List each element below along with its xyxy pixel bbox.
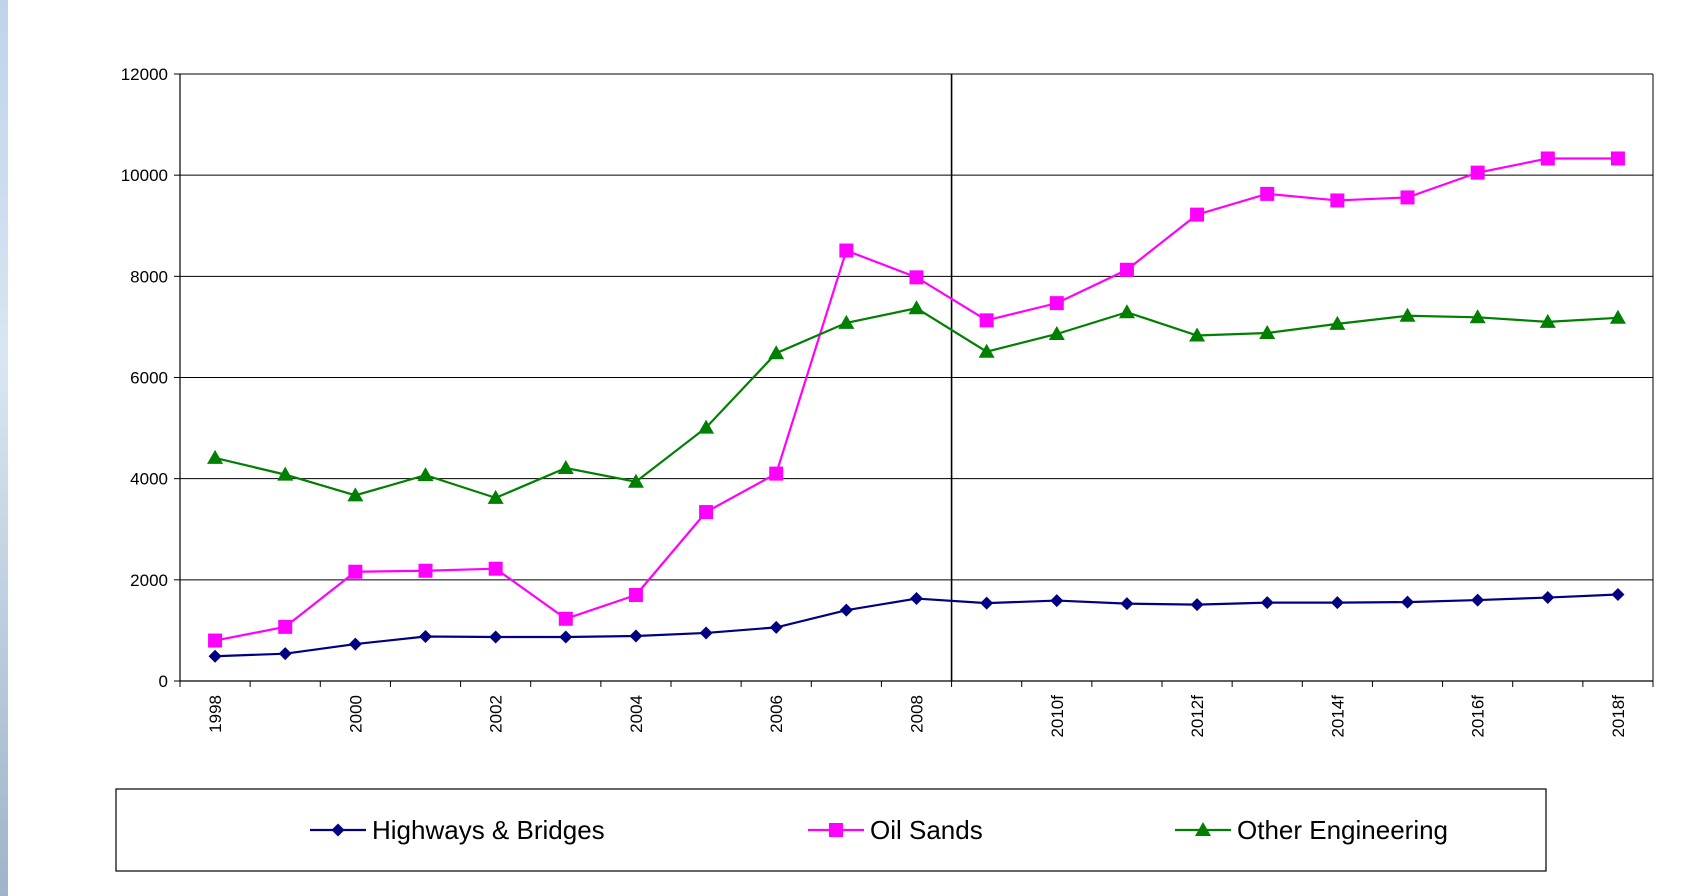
point-other-engineering-2005: [698, 419, 715, 434]
point-other-engineering-2003: [557, 460, 574, 475]
y-tick-label-10000: 10000: [121, 166, 168, 185]
legend-marker-highways-bridges: [331, 823, 345, 837]
x-tick-label-2018f: 2018f: [1609, 695, 1628, 738]
point-highways-bridges-2003: [559, 630, 573, 644]
y-tick-label-2000: 2000: [130, 571, 168, 590]
point-highways-bridges-2009f: [980, 596, 994, 610]
x-tick-label-2008: 2008: [908, 695, 927, 733]
x-tick-label-2006: 2006: [767, 695, 786, 733]
point-other-engineering-2001: [417, 467, 434, 482]
point-highways-bridges-2001: [419, 629, 432, 643]
point-other-engineering-2002: [487, 489, 504, 504]
y-tick-label-4000: 4000: [130, 470, 168, 489]
point-highways-bridges-1998: [208, 649, 222, 663]
point-oil-sands-2003: [558, 611, 573, 626]
point-highways-bridges-2010f: [1050, 594, 1064, 608]
point-oil-sands-2011f: [1119, 262, 1134, 277]
point-highways-bridges-2005: [699, 626, 713, 640]
point-other-engineering-1998: [207, 449, 224, 464]
x-tick-label-2012f: 2012f: [1188, 695, 1207, 738]
point-highways-bridges-2016f: [1471, 593, 1485, 607]
point-oil-sands-2017f: [1540, 151, 1555, 166]
point-other-engineering-2009f: [978, 343, 995, 358]
point-oil-sands-1999: [278, 619, 293, 634]
legend-label-other-engineering: Other Engineering: [1237, 815, 1448, 845]
point-oil-sands-2006: [769, 466, 784, 481]
point-other-engineering-2004: [627, 473, 644, 488]
point-oil-sands-2008: [909, 270, 924, 285]
x-tick-label-2010f: 2010f: [1048, 695, 1067, 738]
x-tick-label-2002: 2002: [487, 695, 506, 733]
y-tick-label-12000: 12000: [121, 65, 168, 84]
legend-label-oil-sands: Oil Sands: [870, 815, 983, 845]
point-highways-bridges-1999: [278, 647, 292, 661]
point-other-engineering-2000: [347, 487, 364, 502]
point-oil-sands-2007: [839, 243, 854, 258]
point-oil-sands-2002: [488, 561, 503, 576]
point-oil-sands-2000: [348, 564, 363, 579]
point-highways-bridges-2015f: [1401, 595, 1414, 609]
point-highways-bridges-2014f: [1330, 596, 1344, 610]
point-highways-bridges-2011f: [1120, 597, 1134, 611]
point-highways-bridges-2000: [348, 637, 362, 651]
point-other-engineering-2013f: [1259, 324, 1276, 339]
axes: 0 2000 4000 6000 8000 10000 12000 1998 2000 2002 2…: [121, 65, 1654, 738]
y-tick-label-6000: 6000: [130, 369, 168, 388]
point-highways-bridges-2002: [489, 630, 503, 644]
point-highways-bridges-2007: [839, 603, 853, 617]
point-highways-bridges-2006: [769, 620, 783, 634]
series-markers: [207, 151, 1626, 663]
point-other-engineering-2012f: [1189, 327, 1206, 342]
legend-marker-other-engineering: [1195, 822, 1211, 836]
legend: Highways & Bridges Oil Sands Other Enginee…: [115, 788, 1547, 872]
point-other-engineering-2018f: [1609, 309, 1626, 324]
point-oil-sands-2018f: [1610, 151, 1625, 166]
point-highways-bridges-2012f: [1190, 598, 1204, 612]
point-other-engineering-2016f: [1469, 309, 1486, 324]
point-other-engineering-2008: [908, 300, 925, 315]
grid-lines: [180, 73, 1654, 681]
point-highways-bridges-2004: [629, 629, 643, 643]
point-other-engineering-2010f: [1048, 325, 1065, 340]
point-oil-sands-2015f: [1400, 190, 1415, 205]
x-tick-label-2014f: 2014f: [1328, 695, 1347, 738]
point-oil-sands-2010f: [1049, 296, 1064, 311]
legend-marker-oil-sands: [829, 823, 843, 837]
point-highways-bridges-2018f: [1611, 588, 1625, 602]
series-lines: [214, 157, 1618, 658]
point-highways-bridges-2008: [910, 592, 923, 606]
x-tick-label-1998: 1998: [206, 695, 225, 733]
y-tick-label-0: 0: [159, 672, 168, 691]
point-oil-sands-2001: [418, 563, 433, 578]
point-oil-sands-2013f: [1260, 186, 1275, 201]
point-other-engineering-1999: [277, 466, 294, 481]
line-chart: 0 2000 4000 6000 8000 10000 12000 1998 2000 2002 2…: [115, 65, 1654, 872]
x-tick-label-2016f: 2016f: [1469, 695, 1488, 738]
point-oil-sands-1998: [208, 633, 223, 648]
point-other-engineering-2017f: [1539, 313, 1556, 328]
point-oil-sands-2012f: [1190, 207, 1205, 222]
x-tick-label-2000: 2000: [346, 695, 365, 733]
point-oil-sands-2009f: [979, 313, 994, 328]
point-other-engineering-2007: [838, 314, 855, 329]
point-other-engineering-2006: [768, 345, 785, 360]
chart-panel: 0 2000 4000 6000 8000 10000 12000 1998 2000 2002 2…: [8, 0, 1700, 896]
point-other-engineering-2011f: [1118, 304, 1135, 319]
legend-label-highways-bridges: Highways & Bridges: [372, 815, 605, 845]
point-other-engineering-2014f: [1329, 315, 1346, 330]
x-tick-label-2004: 2004: [627, 695, 646, 733]
point-oil-sands-2005: [699, 505, 714, 520]
point-oil-sands-2016f: [1470, 165, 1485, 180]
point-other-engineering-2015f: [1399, 307, 1416, 322]
point-oil-sands-2004: [628, 588, 643, 603]
y-tick-label-8000: 8000: [130, 267, 168, 286]
point-highways-bridges-2017f: [1541, 591, 1555, 605]
point-highways-bridges-2013f: [1260, 596, 1274, 610]
point-oil-sands-2014f: [1330, 193, 1345, 208]
